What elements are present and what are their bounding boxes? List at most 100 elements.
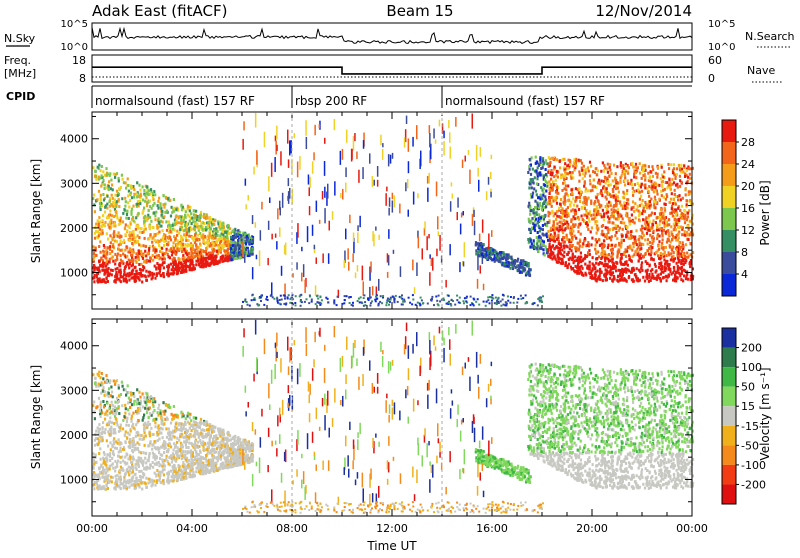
power-cell — [597, 270, 599, 273]
power-cell — [615, 217, 617, 220]
power-cell — [601, 194, 603, 197]
power-cell — [607, 272, 609, 275]
power-cell — [148, 189, 150, 192]
power-cell — [615, 266, 617, 269]
power-cell — [685, 193, 687, 196]
power-cell — [408, 210, 410, 217]
power-cell — [149, 274, 151, 277]
power-cell — [687, 225, 689, 228]
power-cell — [346, 295, 348, 297]
power-cell — [235, 236, 237, 239]
power-cell — [322, 254, 324, 263]
power-cell — [575, 248, 577, 251]
power-cell — [618, 248, 620, 251]
power-cell — [578, 208, 580, 211]
power-cell — [119, 219, 121, 222]
power-cell — [687, 176, 689, 179]
power-cell — [584, 207, 586, 210]
power-cell — [439, 120, 441, 127]
power-cell — [178, 261, 180, 264]
power-cell — [554, 256, 556, 259]
power-cell — [228, 244, 230, 247]
power-cell — [609, 259, 611, 262]
power-cell — [193, 268, 195, 271]
power-cell — [230, 236, 232, 239]
power-cell — [463, 261, 465, 266]
power-cell — [106, 246, 108, 249]
power-cell — [412, 299, 414, 301]
power-cell — [385, 193, 387, 206]
power-cell — [557, 252, 559, 255]
power-cell — [604, 176, 606, 179]
power-cell — [152, 259, 154, 262]
power-cell — [510, 296, 512, 298]
power-cell — [664, 269, 666, 272]
power-cell — [652, 168, 654, 171]
power-cell — [553, 166, 555, 169]
power-cell — [105, 268, 107, 271]
power-cell — [380, 135, 382, 145]
power-cell — [114, 194, 116, 197]
power-cell — [197, 215, 199, 218]
power-cell — [651, 242, 653, 245]
power-cell — [198, 263, 200, 266]
power-cell — [638, 214, 640, 217]
power-cell — [165, 196, 167, 199]
power-cell — [107, 238, 109, 241]
power-cell — [544, 195, 546, 198]
power-cell — [597, 228, 599, 231]
power-cell — [620, 161, 622, 164]
power-cell — [580, 256, 582, 259]
power-cell — [129, 272, 131, 275]
nave-tick-low: 0 — [708, 72, 715, 85]
power-cell — [583, 214, 585, 217]
power-cell — [107, 271, 109, 274]
power-cell — [131, 254, 133, 257]
power-cell — [590, 165, 592, 168]
power-cell — [646, 232, 648, 235]
power-cell — [203, 215, 205, 218]
power-cell — [502, 299, 504, 301]
power-cell — [270, 295, 272, 297]
power-cell — [149, 227, 151, 230]
power-cell — [154, 265, 156, 268]
power-cell — [682, 279, 684, 282]
power-cell — [111, 214, 113, 217]
power-cell — [93, 252, 95, 255]
power-cell — [664, 251, 666, 254]
power-cell — [162, 229, 164, 232]
power-cell — [477, 279, 479, 289]
power-cell — [671, 238, 673, 241]
power-cell — [138, 276, 140, 279]
power-cell — [638, 260, 640, 263]
power-cell — [604, 260, 606, 263]
power-cell — [388, 304, 390, 306]
power-cell — [275, 234, 277, 238]
power-cell — [218, 238, 220, 241]
power-cell — [353, 136, 355, 151]
power-cell — [562, 214, 564, 217]
power-cell — [609, 166, 611, 169]
power-cell — [568, 251, 570, 254]
power-cell — [106, 195, 108, 198]
power-cell — [490, 192, 492, 198]
power-cell — [276, 241, 278, 249]
power-cell — [516, 302, 518, 304]
power-cell — [185, 210, 187, 213]
power-cell — [192, 252, 194, 255]
power-cell — [553, 226, 555, 229]
power-cell — [309, 187, 311, 196]
power-cell — [558, 242, 560, 245]
power-cell — [603, 239, 605, 242]
power-cell — [374, 180, 376, 186]
power-cell — [543, 187, 545, 190]
power-cell — [205, 247, 207, 250]
power-cell — [563, 158, 565, 161]
power-cell — [402, 304, 404, 306]
power-cell — [475, 253, 477, 256]
power-cell — [653, 203, 655, 206]
power-cell — [189, 209, 191, 212]
power-cell — [511, 261, 513, 264]
power-cell — [336, 304, 338, 306]
power-cell — [673, 259, 675, 262]
